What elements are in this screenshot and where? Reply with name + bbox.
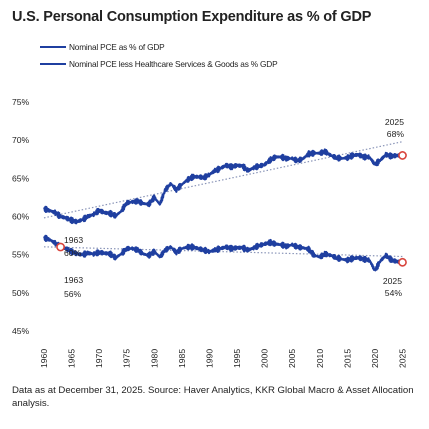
y-tick-label: 45%	[12, 326, 30, 336]
x-tick-label: 1960	[39, 349, 49, 368]
legend-swatch-pce-less-healthcare	[40, 63, 66, 65]
annotation-value: 56%	[64, 289, 82, 299]
y-tick-label: 70%	[12, 135, 30, 145]
y-tick-label: 75%	[12, 97, 30, 107]
chart-title: U.S. Personal Consumption Expenditure as…	[12, 9, 372, 25]
x-tick-label: 1970	[94, 349, 104, 368]
x-tick-label: 2000	[260, 349, 270, 368]
x-tick-label: 2010	[315, 349, 325, 368]
annotation-year: 1963	[64, 275, 83, 285]
series-line-nominal-pce	[43, 148, 404, 225]
x-tick-label: 1980	[149, 349, 159, 368]
trend-line-nominal-pce	[43, 141, 403, 219]
x-tick-label: 1975	[122, 349, 132, 368]
annotation-year: 2025	[383, 276, 402, 286]
legend-label-nominal-pce: Nominal PCE as % of GDP	[69, 42, 165, 52]
x-tick-label: 2025	[397, 349, 407, 368]
y-tick-label: 60%	[12, 212, 30, 222]
x-tick-label: 2020	[370, 349, 380, 368]
marker-end-nominal-pce	[398, 151, 407, 160]
x-tick-label: 1985	[177, 349, 187, 368]
legend-label-pce-less-healthcare: Nominal PCE less Healthcare Services & G…	[69, 59, 278, 69]
x-tick-label: 2015	[342, 349, 352, 368]
annotation-year: 2025	[385, 117, 404, 127]
y-tick-label: 55%	[12, 250, 30, 260]
x-tick-label: 1995	[232, 349, 242, 368]
x-tick-label: 1990	[204, 349, 214, 368]
y-tick-label: 65%	[12, 173, 30, 183]
legend-item-nominal-pce: Nominal PCE as % of GDP	[40, 42, 165, 52]
trend-line-pce-less-healthcare	[43, 246, 403, 258]
legend-swatch-nominal-pce	[40, 46, 66, 48]
x-tick-label: 2005	[287, 349, 297, 368]
marker-end-pce-less-healthcare	[398, 257, 407, 267]
annotation-value: 54%	[385, 288, 403, 298]
legend-item-pce-less-healthcare: Nominal PCE less Healthcare Services & G…	[40, 59, 278, 69]
annotation-year: 1963	[64, 235, 83, 245]
x-tick-label: 1965	[67, 349, 77, 368]
y-tick-label: 50%	[12, 288, 30, 298]
annotation-value: 68%	[387, 129, 405, 139]
series-line-pce-less-healthcare	[43, 234, 404, 272]
marker-start-pce-less-healthcare	[56, 242, 65, 252]
source-footnote: Data as at December 31, 2025. Source: Ha…	[12, 385, 414, 409]
annotation-value: 60%	[64, 248, 82, 258]
